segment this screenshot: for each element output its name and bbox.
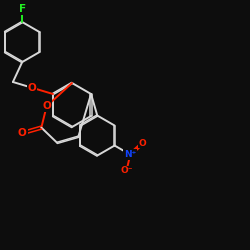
Text: O: O — [139, 139, 146, 148]
Text: O: O — [28, 83, 36, 93]
Text: O: O — [18, 128, 27, 138]
Text: O⁻: O⁻ — [120, 166, 133, 175]
Text: F: F — [19, 4, 26, 14]
Text: N⁺: N⁺ — [124, 150, 136, 159]
Text: O: O — [42, 101, 51, 111]
